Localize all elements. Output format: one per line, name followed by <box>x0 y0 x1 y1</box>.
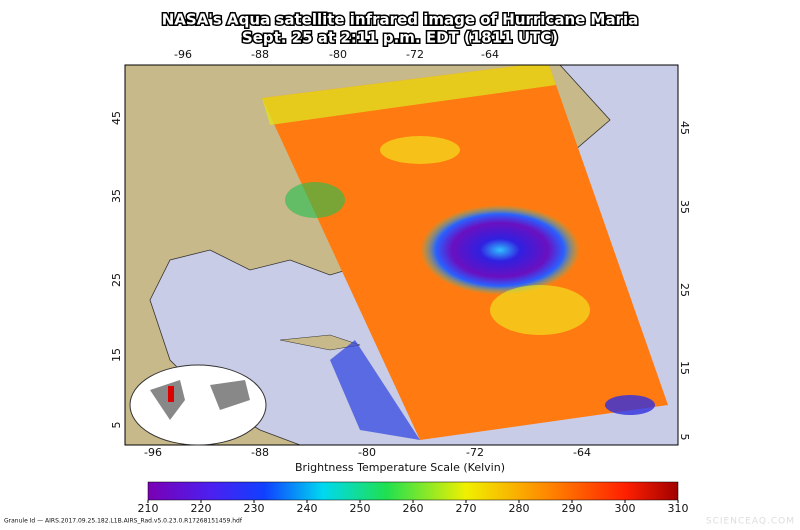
colorbar-tick-label: 270 <box>456 502 477 515</box>
colorbar-tick-label: 280 <box>509 502 530 515</box>
hurricane <box>420 205 580 295</box>
latitude-label: 15 <box>110 348 123 362</box>
colorbar-tick-label: 260 <box>403 502 424 515</box>
colorbar <box>147 481 679 501</box>
latitude-label: 45 <box>678 121 691 135</box>
longitude-label: -88 <box>251 446 269 459</box>
longitude-label: -72 <box>466 446 484 459</box>
latitude-label: 25 <box>678 283 691 297</box>
longitude-label: -72 <box>406 48 424 61</box>
coordinate-labels: -96 -88 -80 -72 -64 -96 -88 -80 -72 -64 45 35 25 15 5 4… <box>110 48 691 459</box>
latitude-label: 15 <box>678 361 691 375</box>
colorbar-tick-label: 230 <box>244 502 265 515</box>
swath-cloud <box>380 136 460 164</box>
latitude-label: 5 <box>678 434 691 441</box>
title-line: NASA's Aqua satellite infrared image of … <box>162 11 639 29</box>
swath-cloud <box>490 285 590 335</box>
longitude-label: -96 <box>174 48 192 61</box>
title-line: Sept. 25 at 2:11 p.m. EDT (1811 UTC) <box>242 29 558 47</box>
colorbar-tick-label: 300 <box>615 502 636 515</box>
swath-cloud <box>330 340 420 440</box>
colorbar-tick-label: 210 <box>138 502 159 515</box>
longitude-label: -88 <box>251 48 269 61</box>
watermark: SCIENCEAQ.COM <box>706 517 795 527</box>
latitude-label: 25 <box>110 273 123 287</box>
longitude-label: -64 <box>573 446 591 459</box>
swath-cloud <box>605 395 655 415</box>
latitude-label: 35 <box>110 189 123 203</box>
colorbar-ticks: 210 220 230 240 250 260 270 280 290 300 310 <box>138 500 689 515</box>
colorbar-tick-label: 220 <box>191 502 212 515</box>
globe-land <box>150 380 250 420</box>
swath-cool-band <box>262 65 556 125</box>
longitude-label: -80 <box>358 446 376 459</box>
longitude-label: -80 <box>329 48 347 61</box>
map-frame <box>124 64 679 446</box>
colorbar-label: Brightness Temperature Scale (Kelvin) <box>295 461 505 474</box>
globe-swath <box>168 386 174 402</box>
latitude-label: 45 <box>110 111 123 125</box>
colorbar-tick-label: 250 <box>350 502 371 515</box>
globe <box>129 364 267 446</box>
granule-id: Granule Id — AIRS.2017.09.25.182.L1B.AIR… <box>4 518 243 525</box>
colorbar-tick-label: 240 <box>297 502 318 515</box>
colorbar-tick-label: 310 <box>668 502 689 515</box>
longitude-label: -96 <box>144 446 162 459</box>
swath-cloud <box>285 182 345 218</box>
inset-globe <box>129 364 267 446</box>
map <box>125 65 678 445</box>
longitude-label: -64 <box>481 48 499 61</box>
colorbar-tick-label: 290 <box>562 502 583 515</box>
latitude-label: 35 <box>678 200 691 214</box>
latitude-label: 5 <box>110 422 123 429</box>
